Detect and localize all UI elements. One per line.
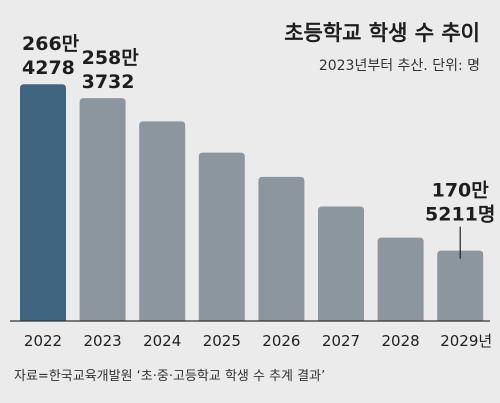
bar-2024 — [139, 121, 186, 322]
value-label-line1: 258만 — [82, 47, 140, 69]
x-tick-label: 2027 — [322, 332, 360, 350]
value-label-line2: 3732 — [82, 71, 135, 93]
x-tick-label: 2025 — [203, 332, 241, 350]
x-tick-label: 2029년 — [440, 332, 492, 350]
bar-2028 — [377, 237, 424, 321]
bar-2022 — [20, 84, 66, 321]
bar-2026 — [258, 176, 305, 321]
x-tick-label: 2026 — [262, 332, 300, 350]
bars-group — [20, 84, 484, 322]
bar-2025 — [198, 152, 245, 321]
bar-2029년 — [437, 250, 484, 321]
bar-2023 — [79, 98, 126, 321]
value-label-line2: 4278 — [22, 57, 75, 79]
value-label-line2: 5211명 — [425, 204, 495, 226]
value-label-line1: 266만 — [22, 33, 80, 55]
x-tick-label: 2023 — [84, 332, 122, 350]
x-tick-label: 2024 — [143, 332, 181, 350]
x-tick-label: 2022 — [24, 332, 62, 350]
source-note: 자료=한국교육개발원 ‘초·중·고등학교 학생 수 추계 결과’ — [14, 369, 325, 384]
chart-subtitle: 2023년부터 추산. 단위: 명 — [319, 58, 480, 74]
bar-2027 — [318, 206, 364, 321]
x-tick-label: 2028 — [382, 332, 420, 350]
value-label-line1: 170만 — [432, 180, 490, 202]
chart-title: 초등학교 학생 수 추이 — [284, 21, 480, 45]
x-tick-labels: 2022 2023 2024 2025 2026 2027 2028 2029년 — [24, 332, 492, 350]
